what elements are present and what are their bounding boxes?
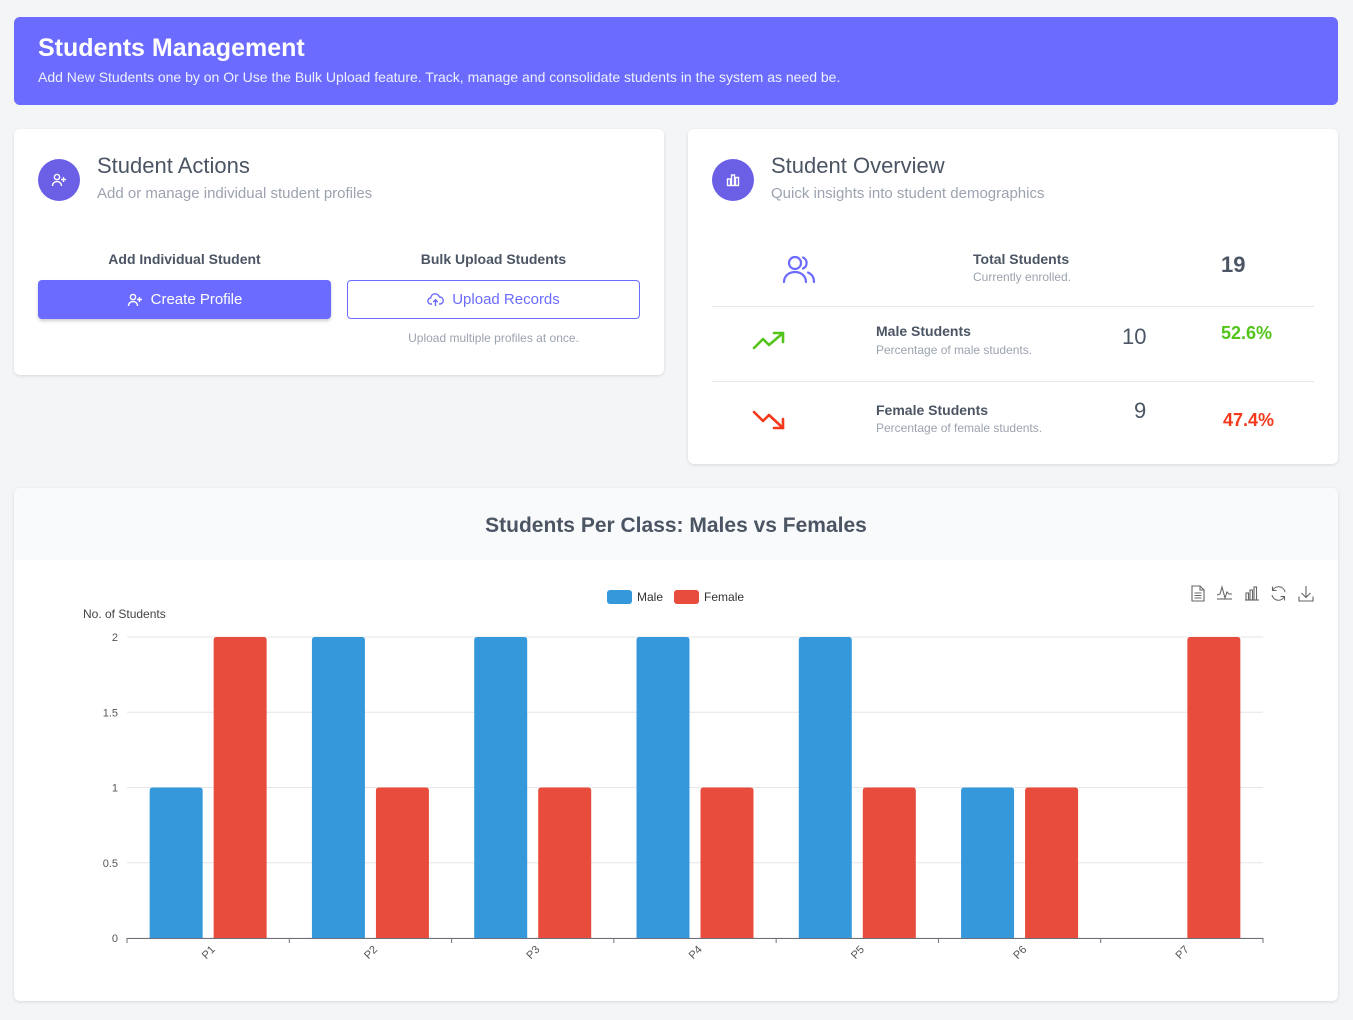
bar-female-p5 bbox=[862, 787, 916, 938]
bar-female-p7 bbox=[1187, 637, 1241, 938]
students-per-class-chart-card: Students Per Class: Males vs Females No.… bbox=[14, 488, 1338, 1001]
chart-header: Students Per Class: Males vs Females bbox=[14, 488, 1338, 560]
student-actions-subtitle: Add or manage individual student profile… bbox=[97, 185, 373, 202]
bar-female-p4 bbox=[700, 787, 754, 938]
add-individual-label: Add Individual Student bbox=[108, 251, 261, 267]
chart-legend: Male Female bbox=[607, 590, 755, 604]
bar-chart: No. of Students 0 0.5 1 1.5 2 P1 P2 P3 P4 P5 P6 P7 bbox=[83, 607, 1264, 962]
page-title: Students Management bbox=[38, 34, 305, 62]
y-tick-label: 0.5 bbox=[103, 858, 118, 870]
bar-male-p6 bbox=[961, 787, 1015, 938]
x-tick-label: P7 bbox=[1174, 944, 1192, 962]
add-user-icon bbox=[38, 159, 80, 201]
legend-label-female: Female bbox=[704, 590, 745, 604]
bar-female-p2 bbox=[375, 787, 429, 938]
female-students-title: Female Students bbox=[876, 402, 989, 418]
student-actions-title: Student Actions bbox=[97, 153, 250, 178]
male-students-sub: Percentage of male students. bbox=[876, 343, 1033, 357]
student-overview-card: Student Overview Quick insights into stu… bbox=[688, 129, 1338, 464]
student-overview-subtitle: Quick insights into student demographics bbox=[771, 185, 1045, 202]
bar-female-p1 bbox=[213, 637, 267, 938]
bar-male-p2 bbox=[311, 637, 365, 938]
upload-records-label: Upload Records bbox=[452, 291, 560, 308]
male-students-row: Male Students Percentage of male student… bbox=[712, 307, 1314, 382]
x-tick-label: P2 bbox=[362, 944, 380, 962]
line-chart-icon[interactable] bbox=[1211, 583, 1238, 603]
male-students-title: Male Students bbox=[876, 323, 971, 339]
bar-female-p3 bbox=[538, 787, 592, 938]
total-students-sub: Currently enrolled. bbox=[973, 270, 1072, 284]
x-tick-label: P5 bbox=[849, 944, 867, 962]
trending-down-icon bbox=[752, 410, 785, 430]
male-students-percent: 52.6% bbox=[1221, 323, 1273, 343]
users-icon bbox=[782, 255, 816, 284]
x-tick-label: P3 bbox=[524, 944, 542, 962]
bar-male-p5 bbox=[798, 637, 852, 938]
add-user-icon bbox=[127, 293, 142, 306]
bar-male-p1 bbox=[149, 787, 203, 938]
x-tick-label: P4 bbox=[687, 944, 705, 962]
create-profile-button[interactable]: Create Profile bbox=[38, 280, 331, 319]
legend-item-male[interactable]: Male bbox=[607, 590, 663, 604]
bar-chart-icon bbox=[712, 159, 754, 201]
female-students-percent: 47.4% bbox=[1223, 410, 1275, 430]
bulk-upload-label: Bulk Upload Students bbox=[420, 251, 567, 267]
chart-toolbox bbox=[1184, 583, 1319, 603]
x-tick-label: P6 bbox=[1011, 944, 1029, 962]
download-icon[interactable] bbox=[1292, 583, 1319, 603]
cloud-upload-icon bbox=[427, 293, 445, 306]
data-view-icon[interactable] bbox=[1184, 583, 1211, 603]
y-tick-label: 1 bbox=[112, 783, 118, 795]
page-subtitle: Add New Students one by on Or Use the Bu… bbox=[38, 69, 841, 85]
y-tick-label: 1.5 bbox=[103, 707, 118, 719]
student-actions-card: Student Actions Add or manage individual… bbox=[14, 129, 664, 375]
bar-chart-icon[interactable] bbox=[1238, 583, 1265, 603]
y-tick-label: 2 bbox=[112, 632, 118, 644]
y-axis-label: No. of Students bbox=[83, 607, 166, 621]
chart-title: Students Per Class: Males vs Females bbox=[485, 514, 867, 537]
upload-records-button[interactable]: Upload Records bbox=[347, 280, 640, 319]
page-header-banner: Students Management Add New Students one… bbox=[14, 17, 1338, 105]
total-students-row: Total Students Currently enrolled. 19 bbox=[712, 234, 1314, 307]
legend-label-male: Male bbox=[637, 590, 664, 604]
bar-female-p6 bbox=[1025, 787, 1079, 938]
upload-hint: Upload multiple profiles at once. bbox=[408, 331, 579, 345]
trending-up-icon bbox=[752, 331, 785, 350]
bar-male-p4 bbox=[636, 637, 690, 938]
female-students-value: 9 bbox=[1134, 398, 1147, 423]
female-students-row: Female Students Percentage of female stu… bbox=[712, 382, 1314, 462]
legend-swatch-female bbox=[674, 590, 700, 604]
restore-icon[interactable] bbox=[1265, 583, 1292, 603]
legend-item-female[interactable]: Female bbox=[674, 590, 744, 604]
create-profile-label: Create Profile bbox=[150, 291, 243, 308]
legend-swatch-male bbox=[607, 590, 632, 604]
total-students-title: Total Students bbox=[973, 251, 1070, 267]
total-students-value: 19 bbox=[1221, 252, 1246, 277]
x-tick-label: P1 bbox=[200, 944, 218, 962]
bar-male-p3 bbox=[474, 637, 528, 938]
male-students-value: 10 bbox=[1122, 324, 1147, 349]
student-overview-title: Student Overview bbox=[771, 153, 945, 178]
y-tick-label: 0 bbox=[112, 933, 118, 945]
female-students-sub: Percentage of female students. bbox=[876, 421, 1043, 435]
